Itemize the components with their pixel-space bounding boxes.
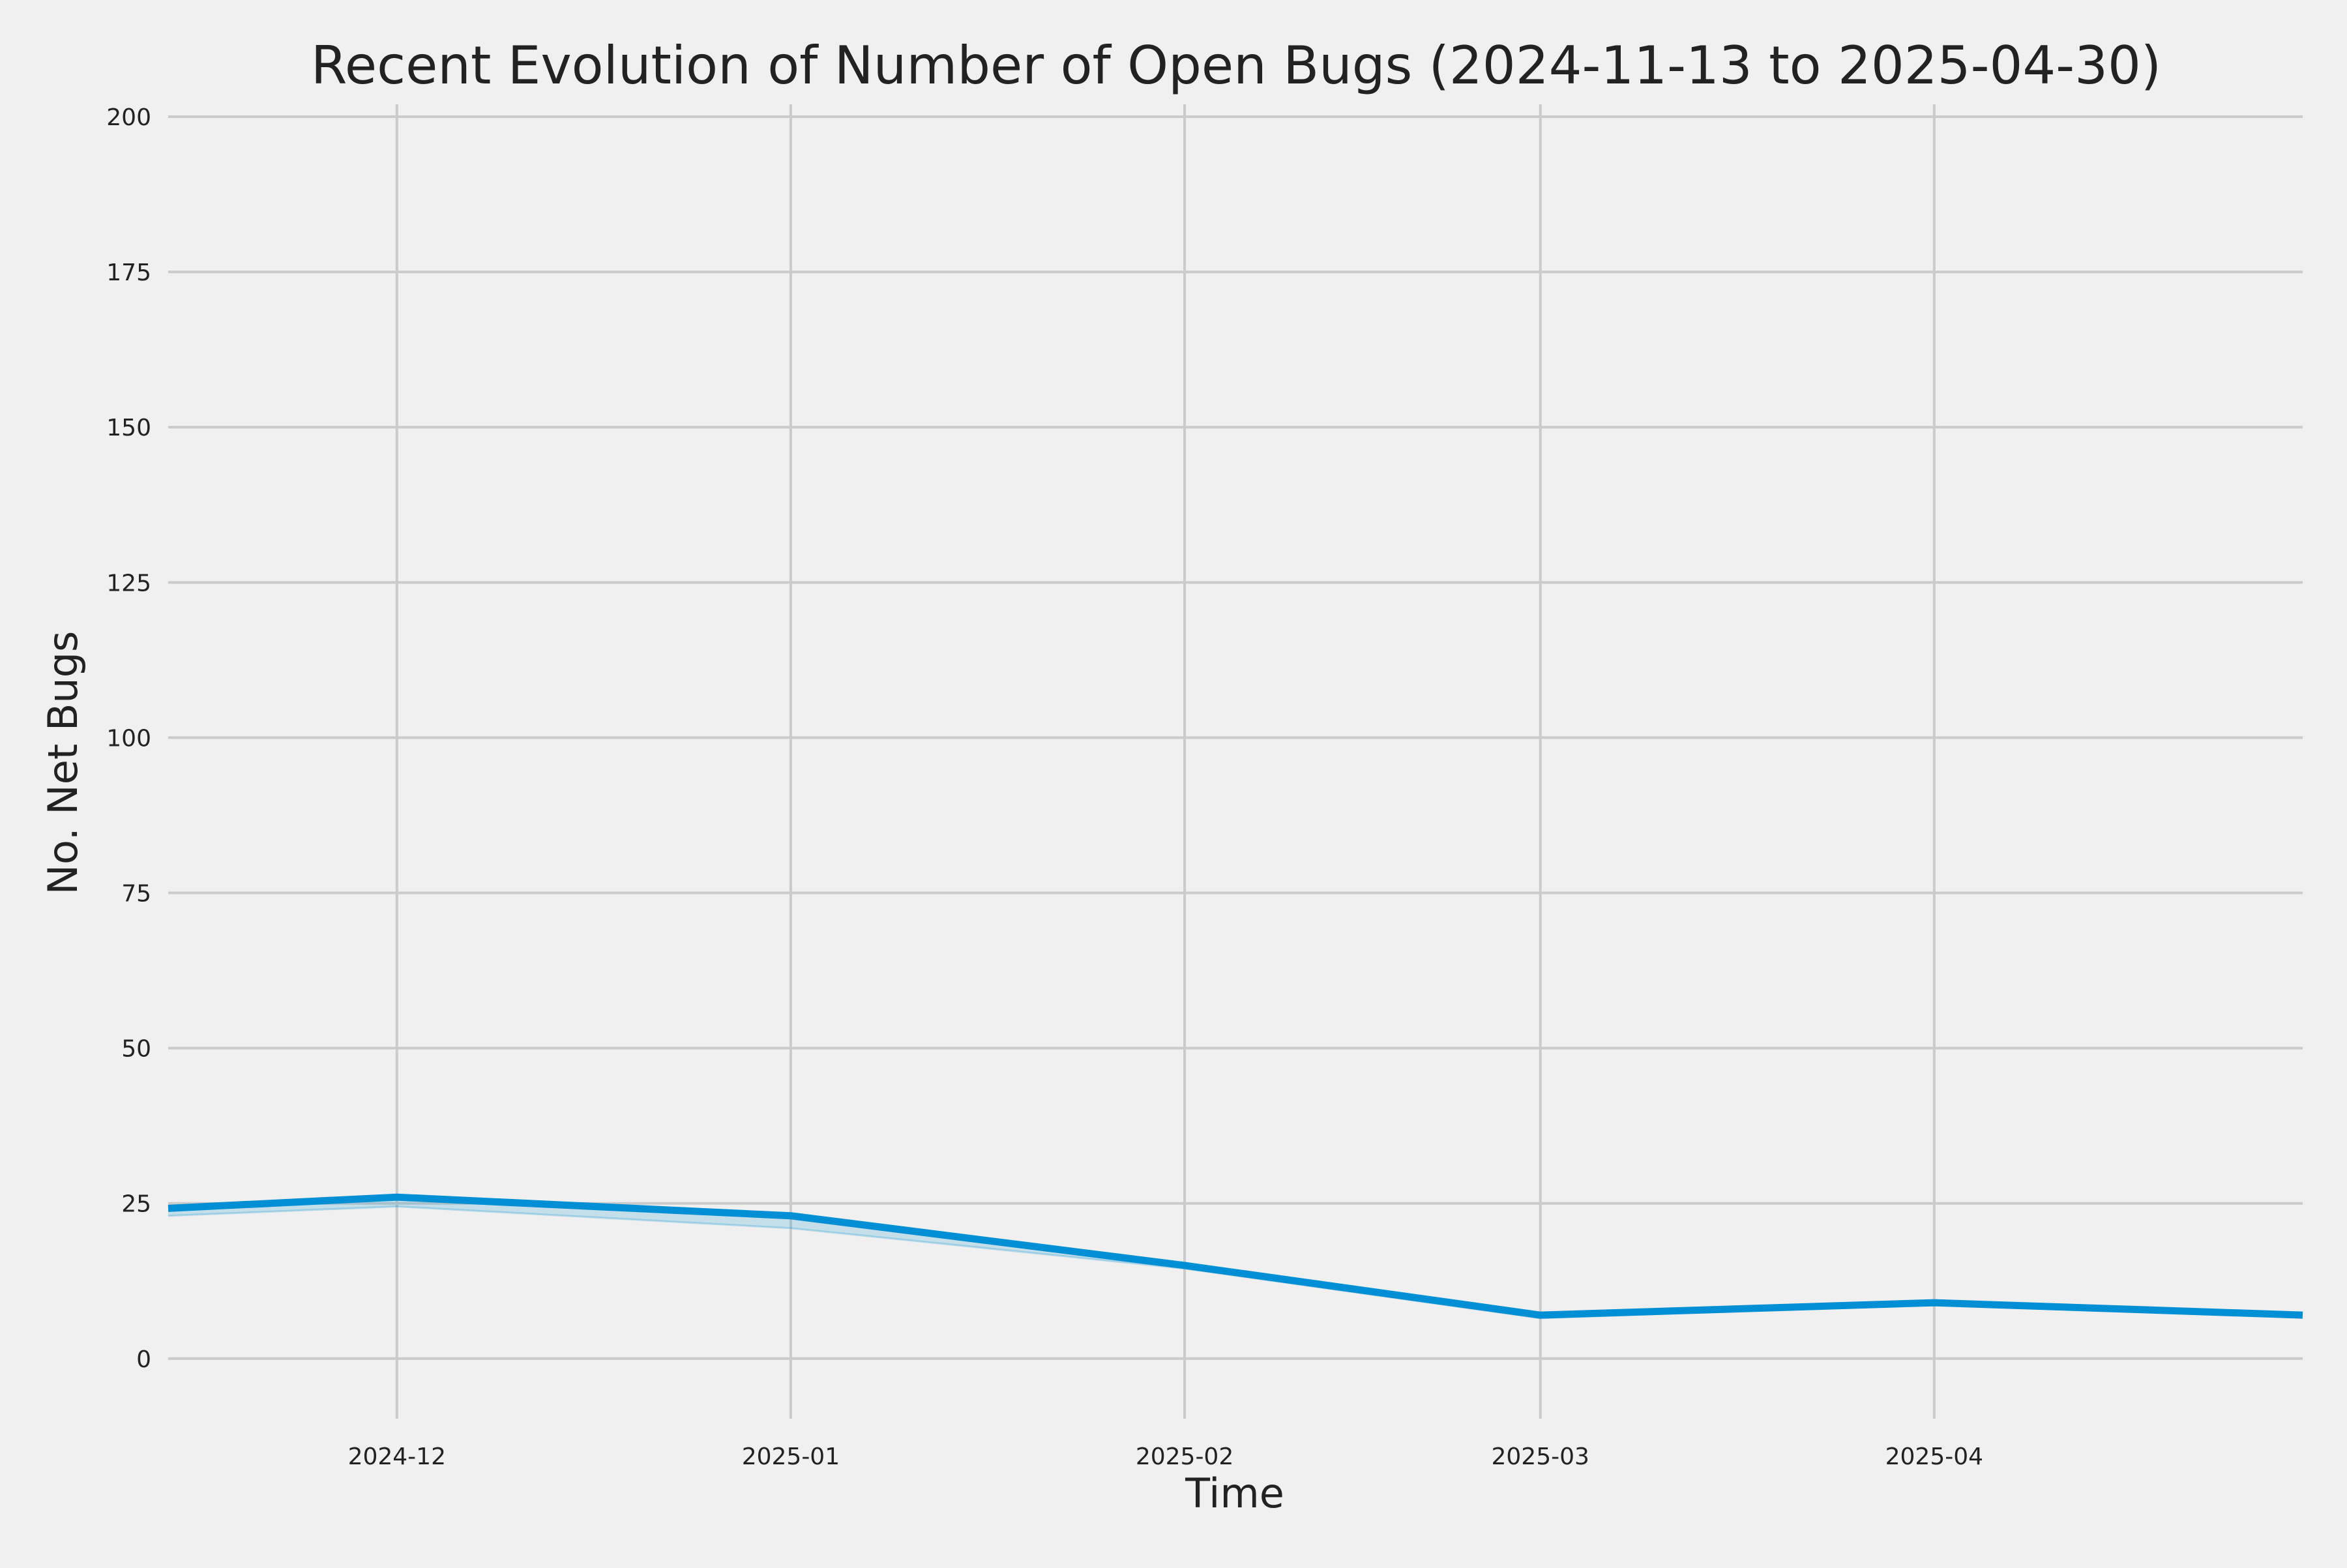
y-axis-ticks: 0 25 50 75 100 125 150 175 200: [106, 104, 151, 1373]
y-tick-label: 25: [121, 1191, 151, 1218]
band-area: [168, 1197, 2303, 1318]
x-tick-label: 2025-01: [742, 1443, 840, 1470]
series-lines: [168, 1193, 2303, 1319]
x-tick-label: 2024-12: [348, 1443, 446, 1470]
x-tick-label: 2025-04: [1885, 1443, 1983, 1470]
y-tick-label: 200: [106, 104, 151, 131]
series-line: [168, 1193, 2303, 1319]
chart-title: Recent Evolution of Number of Open Bugs …: [311, 35, 2161, 96]
x-axis-ticks: 2024-12 2025-01 2025-02 2025-03 2025-04: [348, 1443, 1983, 1470]
y-tick-label: 0: [136, 1346, 151, 1373]
y-tick-label: 150: [106, 415, 151, 441]
x-tick-label: 2025-03: [1492, 1443, 1589, 1470]
y-tick-label: 175: [106, 259, 151, 286]
y-tick-label: 100: [106, 725, 151, 752]
y-tick-label: 75: [121, 881, 151, 908]
x-tick-label: 2025-02: [1136, 1443, 1233, 1470]
y-tick-label: 125: [106, 570, 151, 597]
y-axis-label: No. Net Bugs: [39, 631, 87, 895]
confidence-band: [168, 1197, 2303, 1320]
grid-lines: [168, 104, 2303, 1419]
x-axis-label: Time: [1185, 1470, 1284, 1517]
y-tick-label: 50: [121, 1036, 151, 1063]
